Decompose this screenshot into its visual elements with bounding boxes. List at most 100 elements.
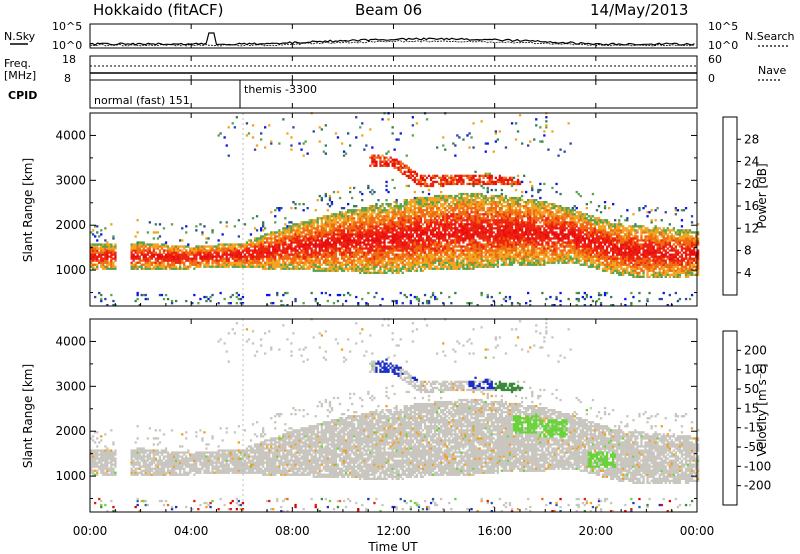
power-cell xyxy=(417,215,421,218)
power-cell xyxy=(395,158,398,161)
power-cell xyxy=(472,146,475,149)
power-cell xyxy=(363,207,366,210)
power-cell xyxy=(403,170,406,173)
power-cell xyxy=(415,247,419,250)
power-cell xyxy=(440,265,443,268)
power-cell xyxy=(405,203,408,206)
power-cell xyxy=(458,201,461,204)
power-cell xyxy=(328,233,332,236)
power-cell xyxy=(516,221,520,224)
power-cell xyxy=(359,227,362,230)
power-cell xyxy=(502,247,506,250)
power-cell xyxy=(110,293,113,297)
power-cell xyxy=(417,247,421,250)
power-cell xyxy=(140,245,143,248)
power-cell xyxy=(421,213,425,216)
power-cell xyxy=(330,213,334,216)
power-cell xyxy=(397,217,400,220)
power-cell xyxy=(409,229,412,232)
power-cell xyxy=(160,259,164,262)
power-cell xyxy=(482,196,485,200)
power-cell xyxy=(464,249,467,252)
power-cell xyxy=(490,196,493,200)
power-cell xyxy=(300,223,303,226)
power-cell xyxy=(342,243,346,246)
power-cell xyxy=(239,263,242,266)
power-cell xyxy=(454,263,457,266)
power-cell xyxy=(215,259,218,262)
power-cell xyxy=(154,231,157,234)
power-cell xyxy=(490,174,493,177)
power-cell xyxy=(464,233,467,236)
power-cell xyxy=(96,259,99,262)
power-cell xyxy=(355,205,358,208)
power-cell xyxy=(367,241,370,244)
noise-traces xyxy=(89,32,695,47)
power-cell xyxy=(385,237,388,240)
power-cell xyxy=(245,249,249,252)
power-cell xyxy=(355,249,358,252)
power-cell xyxy=(425,229,429,232)
power-cell xyxy=(385,209,388,212)
power-cell xyxy=(460,199,463,202)
power-cell xyxy=(436,233,439,236)
power-cell xyxy=(510,263,514,266)
power-cell xyxy=(262,243,265,246)
power-cell xyxy=(417,265,421,268)
power-cell xyxy=(187,245,190,248)
power-cell xyxy=(444,249,447,252)
power-cell xyxy=(419,231,423,234)
power-cell xyxy=(502,255,506,258)
power-cell xyxy=(460,231,463,234)
power-cell xyxy=(407,221,410,224)
power-cell xyxy=(278,245,281,248)
power-cell xyxy=(401,249,404,252)
power-cell xyxy=(282,259,285,262)
power-cell xyxy=(440,257,443,260)
power-cell xyxy=(514,235,518,238)
power-cell xyxy=(363,211,366,214)
power-cell xyxy=(452,227,455,230)
power-cell xyxy=(496,225,499,228)
power-cell xyxy=(470,257,473,260)
power-cell xyxy=(294,231,297,234)
power-cell xyxy=(288,237,291,240)
power-cell xyxy=(413,249,416,252)
power-cell xyxy=(476,259,479,262)
power-cell xyxy=(290,225,293,228)
power-cell xyxy=(409,269,412,272)
power-cell xyxy=(292,225,295,228)
power-cell xyxy=(247,253,251,256)
power-cell xyxy=(260,245,263,248)
power-cell xyxy=(403,213,406,216)
power-cell xyxy=(332,257,336,260)
power-cell xyxy=(444,245,447,248)
power-cell xyxy=(193,247,196,250)
power-cell xyxy=(514,259,518,262)
power-cell xyxy=(280,249,283,252)
power-cell xyxy=(140,267,143,270)
power-cell xyxy=(405,249,408,252)
power-cell xyxy=(498,194,501,198)
power-cell xyxy=(284,223,287,226)
power-cell xyxy=(328,263,332,266)
power-cell xyxy=(440,231,443,234)
power-cell xyxy=(381,253,384,256)
power-cell xyxy=(379,271,382,274)
power-cell xyxy=(336,247,340,250)
power-cell xyxy=(393,247,396,250)
power-cell xyxy=(502,178,506,182)
power-cell xyxy=(472,223,475,226)
power-cell xyxy=(330,253,334,256)
power-cell xyxy=(320,219,323,222)
power-cell xyxy=(326,237,329,240)
power-cell xyxy=(423,247,427,250)
power-cell xyxy=(411,233,414,236)
power-cell xyxy=(357,304,360,307)
power-cell xyxy=(257,261,261,264)
power-cell xyxy=(351,213,354,216)
power-cell xyxy=(160,293,164,297)
power-cell xyxy=(397,213,400,216)
power-cell xyxy=(417,237,421,240)
power-cell xyxy=(102,251,105,254)
